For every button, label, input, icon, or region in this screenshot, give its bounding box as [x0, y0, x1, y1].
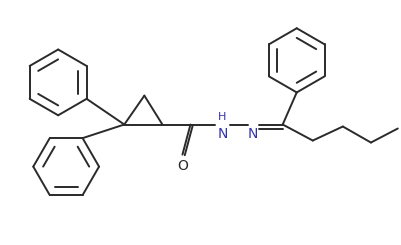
Text: H: H: [219, 112, 227, 122]
Text: N: N: [247, 126, 258, 141]
Text: O: O: [177, 159, 188, 172]
Text: N: N: [217, 126, 228, 141]
